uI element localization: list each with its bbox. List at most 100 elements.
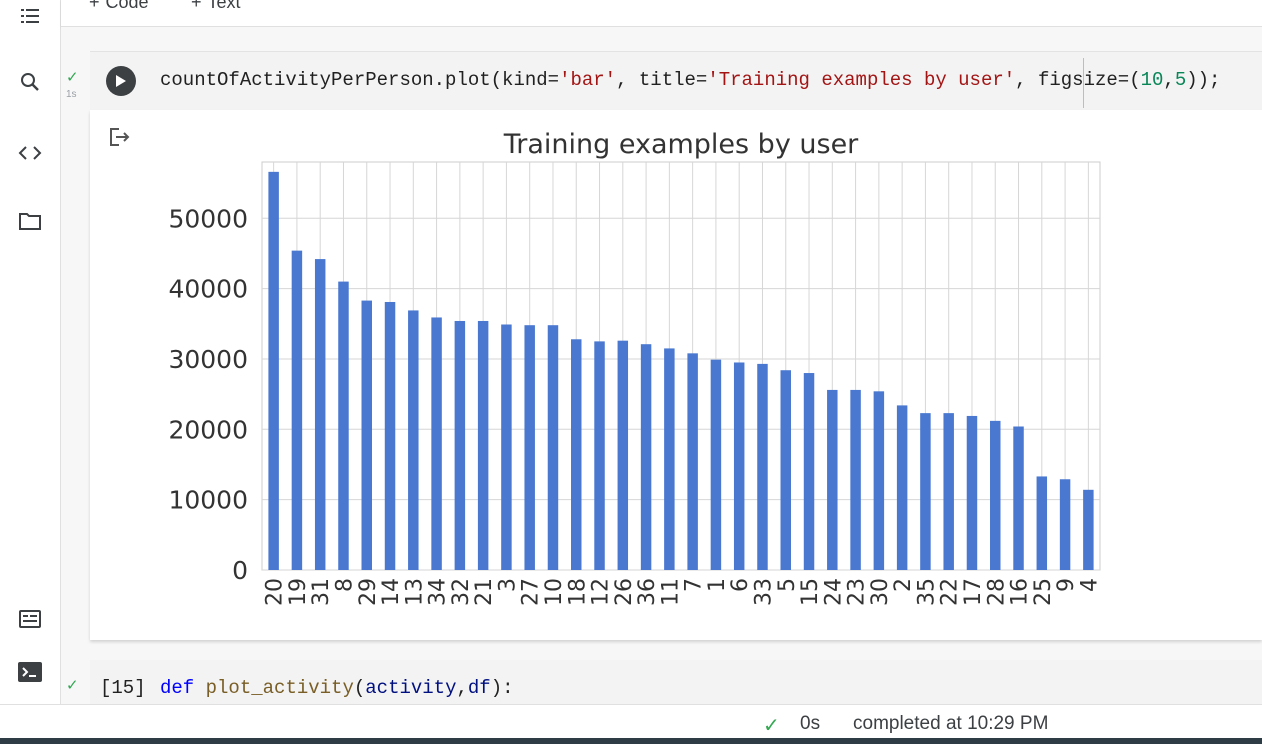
x-tick-label: 23 xyxy=(845,578,870,606)
command-palette-icon[interactable] xyxy=(14,603,46,635)
bar xyxy=(431,317,441,570)
bar xyxy=(664,348,674,570)
add-text-label: Text xyxy=(208,0,241,13)
x-tick-label: 3 xyxy=(495,578,520,592)
x-tick-label: 33 xyxy=(751,578,776,606)
toc-icon[interactable] xyxy=(14,0,46,32)
status-check-icon: ✓ xyxy=(763,713,780,738)
bar xyxy=(967,416,977,570)
x-tick-label: 22 xyxy=(938,578,963,606)
x-tick-label: 19 xyxy=(286,578,311,606)
bar xyxy=(1013,426,1023,570)
x-tick-label: 8 xyxy=(332,578,357,592)
x-tick-label: 26 xyxy=(612,578,637,606)
x-tick-label: 28 xyxy=(984,578,1009,606)
x-tick-label: 7 xyxy=(682,578,707,592)
x-tick-label: 9 xyxy=(1054,578,1079,592)
bar xyxy=(501,324,511,570)
os-taskbar xyxy=(0,738,1262,744)
text-cursor xyxy=(1083,58,1084,108)
bar xyxy=(408,310,418,570)
code-token: , xyxy=(1163,69,1174,91)
code-token: , figsize=( xyxy=(1015,69,1140,91)
x-tick-label: 29 xyxy=(356,578,381,606)
x-tick-label: 11 xyxy=(658,578,683,606)
x-tick-label: 18 xyxy=(565,578,590,606)
code-line[interactable]: def plot_activity(activity,df): xyxy=(160,677,514,699)
code-token: )); xyxy=(1186,69,1220,91)
bar xyxy=(338,282,348,570)
code-string: 'Training examples by user' xyxy=(707,69,1015,91)
code-line[interactable]: countOfActivityPerPerson.plot(kind='bar'… xyxy=(160,69,1220,91)
bar xyxy=(711,360,721,570)
status-duration: 0s xyxy=(800,713,820,735)
folder-icon[interactable] xyxy=(14,205,46,237)
search-icon[interactable] xyxy=(14,66,46,98)
bar xyxy=(268,172,278,570)
plus-icon: + xyxy=(89,0,100,13)
add-text-button[interactable]: + Text xyxy=(191,0,241,13)
add-code-button[interactable]: + Code xyxy=(89,0,149,13)
code-token: ): xyxy=(491,677,514,699)
y-tick-label: 20000 xyxy=(168,415,248,444)
x-tick-label: 20 xyxy=(263,578,288,606)
code-token: , xyxy=(456,677,467,699)
x-tick-label: 35 xyxy=(914,578,939,606)
bar xyxy=(1060,479,1070,570)
bar xyxy=(641,344,651,570)
status-bar: ✓ 0s completed at 10:29 PM xyxy=(0,704,1262,739)
bar xyxy=(897,405,907,570)
bar xyxy=(943,413,953,570)
code-number: 10 xyxy=(1141,69,1164,91)
bar xyxy=(385,302,395,570)
x-tick-label: 6 xyxy=(728,578,753,592)
bar xyxy=(687,353,697,570)
run-cell-button[interactable] xyxy=(106,66,136,96)
add-code-label: Code xyxy=(106,0,149,13)
x-tick-label: 25 xyxy=(1031,578,1056,606)
status-message[interactable]: completed at 10:29 PM xyxy=(853,713,1048,735)
bar xyxy=(781,370,791,570)
notebook-toolbar: + Code + Text xyxy=(61,0,1262,27)
execution-count: [15] xyxy=(100,677,146,699)
x-tick-label: 34 xyxy=(426,578,451,606)
x-tick-label: 12 xyxy=(589,578,614,606)
bar xyxy=(1083,490,1093,570)
y-tick-label: 30000 xyxy=(168,345,248,374)
bar xyxy=(478,321,488,570)
bar xyxy=(315,259,325,570)
x-tick-label: 16 xyxy=(1008,578,1033,606)
y-tick-label: 0 xyxy=(232,556,248,585)
x-tick-label: 13 xyxy=(402,578,427,606)
bar xyxy=(455,321,465,570)
x-tick-label: 21 xyxy=(472,578,497,606)
x-tick-label: 36 xyxy=(635,578,660,606)
cell-success-check-icon: ✓ xyxy=(66,68,79,86)
plus-icon: + xyxy=(191,0,202,13)
bar xyxy=(734,362,744,570)
bar xyxy=(548,325,558,570)
x-tick-label: 31 xyxy=(309,578,334,606)
play-icon xyxy=(115,74,127,88)
chart-title: Training examples by user xyxy=(503,129,859,160)
terminal-icon[interactable] xyxy=(14,656,46,688)
x-tick-label: 17 xyxy=(961,578,986,606)
code-keyword: def xyxy=(160,677,194,699)
code-param: df xyxy=(468,677,491,699)
code-token: countOfActivityPerPerson.plot(kind= xyxy=(160,69,559,91)
bar xyxy=(757,364,767,570)
execution-time: 1s xyxy=(66,89,77,100)
output-actions-icon[interactable] xyxy=(108,126,132,153)
code-token: , title= xyxy=(616,69,707,91)
x-tick-label: 1 xyxy=(705,578,730,592)
bar xyxy=(874,391,884,570)
bar xyxy=(990,421,1000,570)
code-number: 5 xyxy=(1175,69,1186,91)
y-tick-label: 50000 xyxy=(168,204,248,233)
code-token: ( xyxy=(354,677,365,699)
x-tick-label: 15 xyxy=(798,578,823,606)
code-snippets-icon[interactable] xyxy=(14,137,46,169)
bar xyxy=(292,251,302,570)
code-param: activity xyxy=(365,677,456,699)
bar xyxy=(524,325,534,570)
